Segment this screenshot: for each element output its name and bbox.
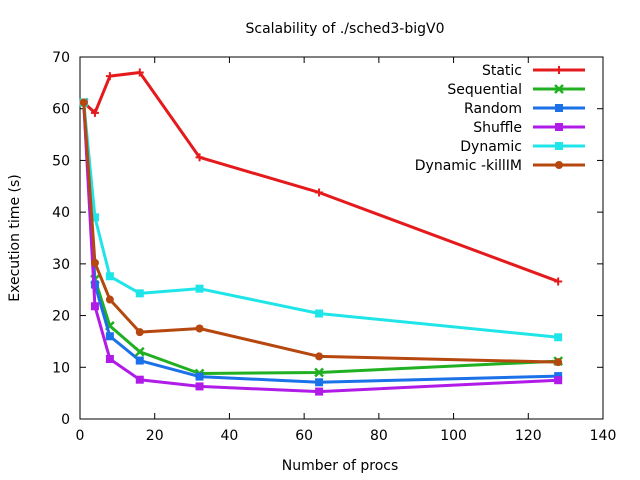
x-tick-label: 0 (76, 428, 85, 444)
data-point (554, 333, 563, 342)
data-point (90, 258, 99, 267)
data-point (135, 375, 144, 384)
data-point (314, 367, 324, 378)
data-point (135, 356, 144, 365)
x-axis-label: Number of procs (282, 458, 399, 474)
data-point (315, 352, 324, 361)
legend-marker (555, 161, 563, 169)
data-point (315, 378, 324, 387)
data-point (105, 355, 114, 364)
data-point (554, 277, 563, 286)
data-point (554, 372, 563, 381)
data-point (315, 387, 324, 396)
y-tick-label: 60 (52, 102, 70, 118)
x-tick-label: 20 (146, 428, 164, 444)
x-tick-label: 120 (515, 428, 542, 444)
legend-label: Random (464, 101, 522, 117)
y-tick-label: 40 (52, 205, 70, 221)
data-point (90, 108, 99, 117)
data-point (90, 302, 99, 311)
data-point (90, 213, 99, 222)
legend-marker (555, 142, 563, 150)
y-axis-label: Execution time (s) (7, 174, 23, 301)
plot-frame (79, 56, 604, 420)
legend-entry: Static (482, 63, 585, 79)
data-point (195, 284, 204, 293)
data-point (554, 358, 563, 367)
data-point (79, 98, 88, 107)
data-point (105, 295, 114, 304)
data-point (134, 346, 145, 357)
data-point (554, 376, 563, 385)
legend-entry: Dynamic -killIM (415, 158, 585, 174)
data-point (195, 372, 204, 381)
x-tick-label: 140 (590, 428, 617, 444)
x-tick-label: 60 (295, 428, 313, 444)
y-tick-label: 20 (52, 309, 70, 325)
data-point (105, 332, 114, 341)
legend-label: Static (482, 63, 522, 79)
series-3 (79, 98, 563, 396)
data-point (135, 289, 144, 298)
legend-entry: Sequential (447, 82, 585, 98)
axis-ticks: 0 20 40 60 80 100 120 140 0 10 20 30 40 50 60 70 (52, 50, 616, 444)
legend-marker (555, 104, 563, 112)
legend-label: Sequential (447, 82, 522, 98)
y-tick-label: 50 (52, 153, 70, 169)
x-tick-label: 80 (370, 428, 388, 444)
y-tick-label: 0 (61, 412, 70, 428)
legend-marker (555, 66, 563, 74)
y-tick-label: 70 (52, 50, 70, 66)
legend-marker (554, 84, 564, 94)
series-line (82, 102, 559, 339)
series-5 (79, 98, 563, 367)
data-point (105, 72, 114, 81)
legend-entry: Dynamic (460, 139, 585, 155)
data-point (315, 309, 324, 318)
data-point (195, 324, 204, 333)
y-tick-label: 10 (52, 360, 70, 376)
x-tick-label: 100 (440, 428, 467, 444)
legend-label: Dynamic -killIM (415, 158, 522, 174)
chart-title: Scalability of ./sched3-bigV0 (246, 21, 445, 37)
legend-marker (555, 123, 563, 131)
data-point (135, 68, 144, 77)
legend-label: Dynamic (460, 139, 522, 155)
data-point (135, 328, 144, 337)
series-group (78, 68, 564, 396)
data-point (195, 153, 204, 162)
legend-label: Shuffle (473, 120, 522, 136)
legend-entry: Shuffle (473, 120, 585, 136)
series-0 (79, 68, 563, 286)
legend-entry: Random (464, 101, 585, 117)
y-tick-label: 30 (52, 257, 70, 273)
legend: Static Sequential Random Shuffle Dynamic Dyna… (415, 63, 585, 174)
data-point (195, 382, 204, 391)
data-point (315, 188, 324, 197)
x-tick-label: 40 (221, 428, 239, 444)
data-point (105, 272, 114, 281)
